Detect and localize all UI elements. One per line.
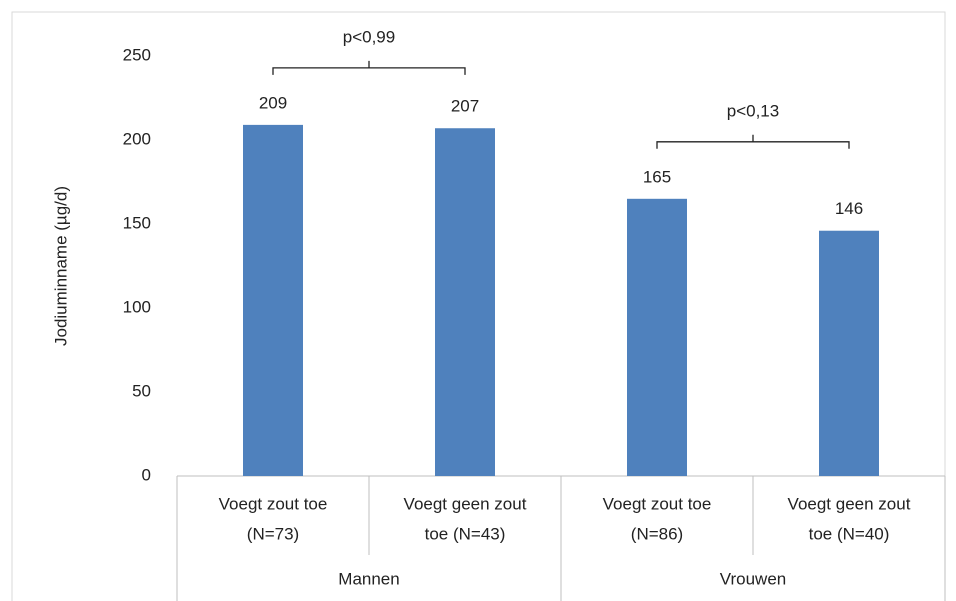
x-tick-label: Voegt geen zout [788,494,911,513]
significance-bracket [656,134,850,149]
x-tick-label: Voegt zout toe [603,494,712,513]
significance-bracket [272,60,466,75]
bar [435,128,495,477]
x-tick-label: toe (N=43) [425,524,506,543]
value-label: 146 [835,199,863,218]
value-label: 165 [643,167,671,186]
x-tick-label: (N=86) [631,524,683,543]
x-tick-label: Voegt zout toe [219,494,328,513]
group-label: Vrouwen [720,569,786,588]
chart-frame [11,11,946,601]
value-label: 207 [451,97,479,116]
value-label: 209 [259,93,287,112]
bar [627,198,687,477]
annotation: p<0,99 [343,27,395,46]
y-tick-label: 250 [123,45,151,64]
y-tick-label: 200 [123,129,151,148]
bar [819,230,879,476]
x-tick-label: (N=73) [247,524,299,543]
x-tick-label: Voegt geen zout [404,494,527,513]
annotation: p<0,13 [727,101,779,120]
y-tick-label: 100 [123,297,151,316]
bar [243,124,303,476]
y-tick-label: 50 [132,381,151,400]
y-tick-label: 0 [142,465,151,484]
y-axis-label: Jodiuminname (µg/d) [51,186,70,346]
y-tick-label: 150 [123,213,151,232]
x-tick-label: toe (N=40) [809,524,890,543]
group-label: Mannen [338,569,399,588]
